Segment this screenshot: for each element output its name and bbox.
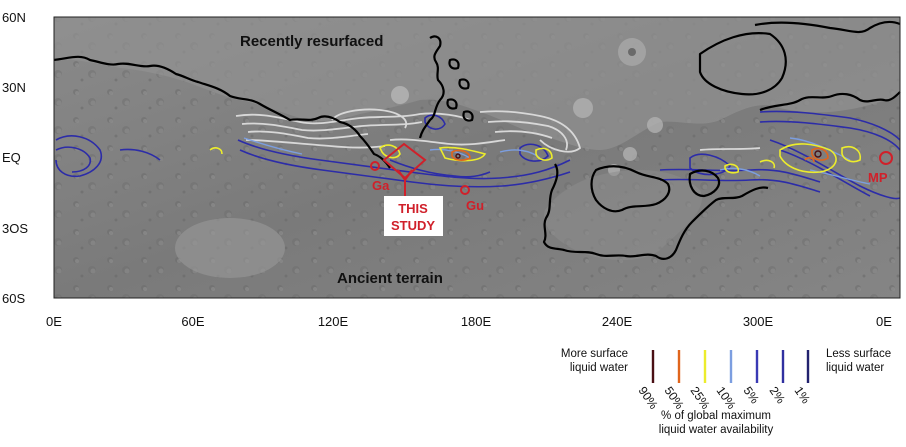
volcano-4: [623, 147, 637, 161]
volcano-3: [647, 117, 663, 133]
lon-label-60e: 60E: [181, 314, 205, 329]
legend-more-water: More surface liquid water: [528, 347, 628, 375]
gu-marker: [460, 185, 470, 195]
lon-label-120e: 120E: [317, 314, 349, 329]
lat-label-eq: EQ: [2, 150, 21, 165]
volcano-2: [573, 98, 593, 118]
this-study-stem: [397, 169, 413, 196]
volcano-1-caldera: [628, 48, 636, 56]
site-markers: [370, 142, 893, 196]
legend-note: % of global maximum liquid water availab…: [596, 409, 836, 437]
this-study-label-1: THIS: [398, 201, 428, 216]
gu-label: Gu: [466, 198, 484, 213]
basin: [175, 218, 285, 278]
mp-label: MP: [868, 170, 888, 185]
orange-contours: [451, 147, 829, 163]
legend-less-line1: Less surface: [826, 348, 892, 360]
mp-marker: [879, 151, 893, 165]
lat-label-30s: 3OS: [2, 221, 29, 236]
lon-label-180e: 180E: [460, 314, 492, 329]
northern-plains: [54, 17, 900, 150]
lon-label-0e: 0E: [46, 314, 62, 329]
legend-more-line1: More surface: [560, 348, 628, 360]
lat-label-30n: 30N: [2, 80, 26, 95]
legend-less-water: Less surface liquid water: [826, 347, 906, 375]
legend-less-line2: liquid water: [826, 362, 885, 374]
lat-label-60s: 60S: [2, 291, 26, 306]
white-contours: [235, 108, 761, 153]
map-frame: [53, 16, 901, 299]
legend-bars: [651, 350, 810, 383]
volcano-6: [391, 86, 409, 104]
ancient-terrain-label: Ancient terrain: [337, 270, 443, 287]
legend-note-line1: % of global maximum: [661, 410, 771, 422]
lon-label-0e-end: 0E: [876, 314, 892, 329]
recently-resurfaced-label: Recently resurfaced: [240, 33, 383, 50]
this-study-box: [384, 196, 443, 236]
this-study-label-2: STUDY: [391, 218, 435, 233]
lon-label-300e: 300E: [742, 314, 774, 329]
terrain-boundary: [53, 20, 901, 260]
yellow-contours: [209, 143, 862, 174]
lat-label-60n: 60N: [2, 10, 26, 25]
legend-note-line2: liquid water availability: [658, 424, 774, 436]
lon-label-240e: 240E: [601, 314, 633, 329]
legend-more-line2: liquid water: [569, 362, 628, 374]
tharsis-plains: [544, 170, 702, 261]
ga-label: Ga: [372, 178, 390, 193]
ga-marker: [370, 161, 380, 171]
darkred-contours: [455, 150, 822, 159]
